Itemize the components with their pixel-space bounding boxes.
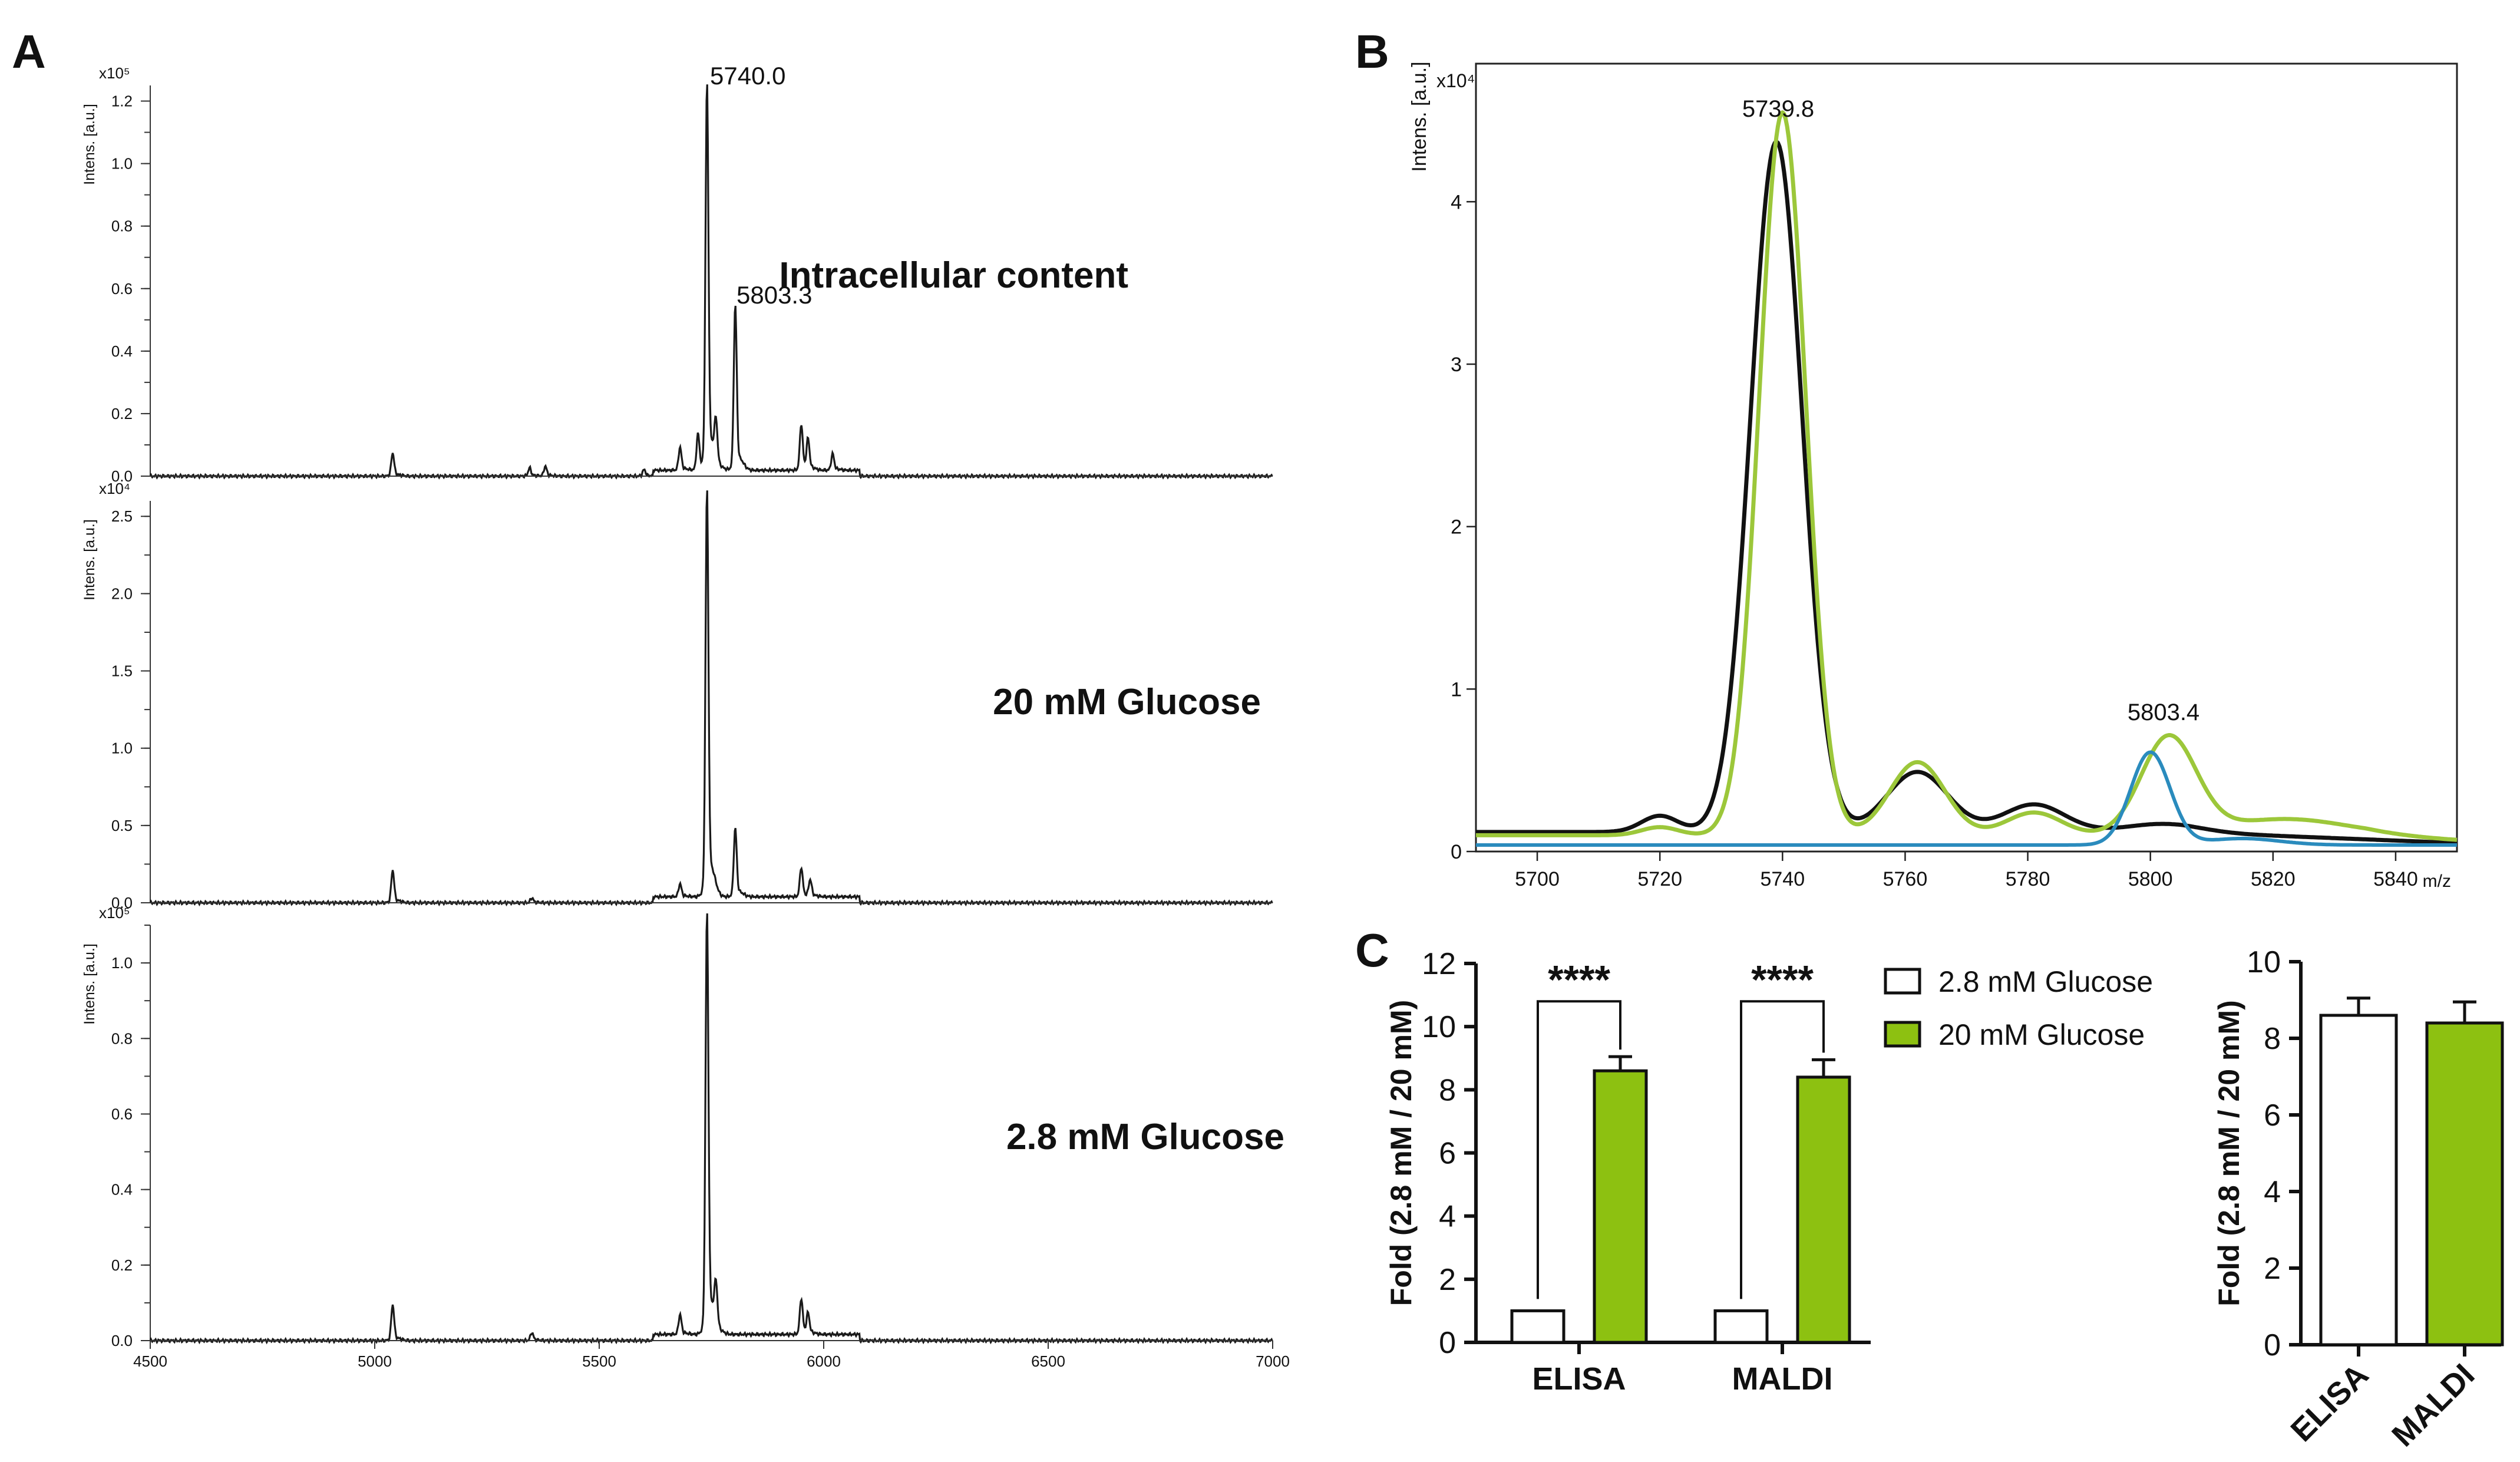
- cr-y-tick-label: 8: [2264, 1022, 2281, 1056]
- panel-label-a: A: [12, 25, 46, 78]
- panel-a-spectra: 0.0 0.2 0.4 0.6 0.8 1.0 1.2 Intens. [a.u.] x10⁵ I…: [81, 62, 1290, 1370]
- a-condition-label: 2.8 mM Glucose: [1006, 1117, 1284, 1157]
- b-exponent: x10⁴: [1436, 70, 1475, 91]
- a-y-label: Intens. [a.u.]: [81, 104, 98, 185]
- cl-bar-2.8mM: [1510, 1309, 1565, 1344]
- a-y-tick-label: 2.5: [111, 507, 133, 525]
- a-y-tick-label: 0.4: [111, 1181, 133, 1199]
- b-x-tick-label: 5720: [1637, 868, 1682, 890]
- cr-y-tick-label: 2: [2264, 1252, 2281, 1286]
- a-peak-annotation: 5740.0: [710, 62, 785, 90]
- b-y-tick-label: 3: [1451, 354, 1462, 376]
- b-x-label: m/z: [2423, 872, 2451, 891]
- a-x-tick-label: 6500: [1031, 1352, 1065, 1370]
- cl-y-tick-label: 6: [1439, 1137, 1456, 1171]
- a-x-tick-label: 6000: [807, 1352, 841, 1370]
- cl-bar-20mM: [1796, 1075, 1851, 1344]
- a-x-tick-label: 7000: [1256, 1352, 1290, 1370]
- cr-y-tick-label: 6: [2264, 1098, 2281, 1133]
- cr-bar: [2319, 1014, 2398, 1347]
- a-y-tick-label: 0.0: [111, 1332, 133, 1349]
- cl-legend-label: 20 mM Glucose: [1938, 1018, 2145, 1051]
- b-x-tick-label: 5760: [1883, 868, 1928, 890]
- panel-label-c: C: [1355, 924, 1389, 976]
- a-y-tick-label: 0.5: [111, 817, 133, 834]
- cr-bar: [2425, 1021, 2504, 1347]
- cl-bar-2.8mM: [1713, 1309, 1769, 1344]
- b-series-black: [1475, 139, 2458, 845]
- cl-y-tick-label: 10: [1422, 1010, 1456, 1044]
- a-y-tick-label: 1.5: [111, 662, 133, 680]
- a-y-tick-label: 0.6: [111, 280, 133, 298]
- a-y-tick-label: 0.2: [111, 1256, 133, 1274]
- a-y-tick-label: 1.0: [111, 155, 133, 173]
- cl-significance-stars: ****: [1751, 957, 1814, 1002]
- cl-bar-20mM: [1593, 1069, 1648, 1344]
- a-y-tick-label: 0.8: [111, 217, 133, 235]
- cr-category-label: ELISA: [2284, 1357, 2376, 1448]
- a-y-tick-label: 1.0: [111, 740, 133, 757]
- b-peak-annotation: 5803.4: [2128, 699, 2199, 725]
- b-y-label: Intens. [a.u.]: [1408, 61, 1431, 171]
- a-y-tick-label: 0.6: [111, 1105, 133, 1123]
- cl-y-label: Fold (2.8 mM / 20 mM): [1385, 1000, 1418, 1306]
- cl-category-label: MALDI: [1732, 1361, 1833, 1397]
- cl-significance-stars: ****: [1548, 957, 1610, 1002]
- cl-legend-label: 2.8 mM Glucose: [1938, 965, 2153, 998]
- cl-legend-swatch: [1884, 968, 1921, 995]
- cr-y-tick-label: 0: [2264, 1328, 2281, 1362]
- b-peak-annotation: 5739.8: [1742, 96, 1814, 122]
- cl-y-tick-label: 12: [1422, 947, 1456, 981]
- a-x-tick-label: 4500: [133, 1352, 167, 1370]
- a-y-label: Intens. [a.u.]: [81, 519, 98, 600]
- b-x-tick-label: 5820: [2251, 868, 2296, 890]
- b-x-tick-label: 5700: [1515, 868, 1560, 890]
- a-x-tick-label: 5000: [358, 1352, 392, 1370]
- a-condition-label: 20 mM Glucose: [993, 682, 1261, 722]
- panel-label-b: B: [1355, 25, 1389, 78]
- a-peak-annotation: 5803.3: [736, 281, 812, 309]
- a-y-tick-label: 0.4: [111, 342, 133, 360]
- b-y-tick-label: 2: [1451, 516, 1462, 539]
- a-exponent: x10⁵: [99, 64, 130, 82]
- a-exponent: x10⁴: [99, 480, 130, 497]
- b-series-blue: [1475, 750, 2458, 847]
- cr-y-tick-label: 10: [2247, 945, 2281, 979]
- cr-y-label: Fold (2.8 mM / 20 mM): [2212, 1000, 2245, 1306]
- b-x-tick-label: 5740: [1760, 868, 1805, 890]
- a-y-tick-label: 1.0: [111, 954, 133, 972]
- b-y-tick-label: 0: [1451, 841, 1462, 863]
- cr-category-label: MALDI: [2385, 1357, 2481, 1453]
- panel-b-zoom-spectrum: 0 1 2 3 4 5700 5720 5740 5760 5780 5800 5820 5840 m/z…: [1408, 61, 2458, 891]
- a-condition-label: Intracellular content: [779, 255, 1128, 296]
- cl-legend-swatch: [1884, 1021, 1921, 1048]
- cl-y-tick-label: 0: [1439, 1326, 1456, 1360]
- a-x-tick-label: 5500: [582, 1352, 616, 1370]
- cr-y-tick-label: 4: [2264, 1175, 2281, 1209]
- b-x-tick-label: 5840: [2373, 868, 2418, 890]
- a-y-tick-label: 0.2: [111, 405, 133, 423]
- a-y-tick-label: 0.0: [111, 467, 133, 485]
- cl-y-tick-label: 8: [1439, 1073, 1456, 1107]
- cl-significance-bracket: [1740, 1000, 1825, 1299]
- b-series-green: [1475, 110, 2458, 842]
- b-x-tick-label: 5800: [2128, 868, 2173, 890]
- a-exponent: x10⁵: [99, 904, 130, 922]
- a-y-tick-label: 2.0: [111, 585, 133, 602]
- cl-y-tick-label: 4: [1439, 1200, 1456, 1234]
- b-plot-frame: [1475, 62, 2458, 853]
- cl-category-label: ELISA: [1532, 1361, 1626, 1397]
- a-y-tick-label: 1.2: [111, 93, 133, 110]
- a-y-label: Intens. [a.u.]: [81, 943, 98, 1025]
- cl-y-tick-label: 2: [1439, 1263, 1456, 1297]
- b-y-tick-label: 4: [1451, 191, 1462, 213]
- b-x-tick-label: 5780: [2006, 868, 2050, 890]
- b-y-tick-label: 1: [1451, 678, 1462, 701]
- a-y-tick-label: 0.0: [111, 894, 133, 912]
- a-y-tick-label: 0.8: [111, 1029, 133, 1047]
- cl-significance-bracket: [1537, 1000, 1621, 1299]
